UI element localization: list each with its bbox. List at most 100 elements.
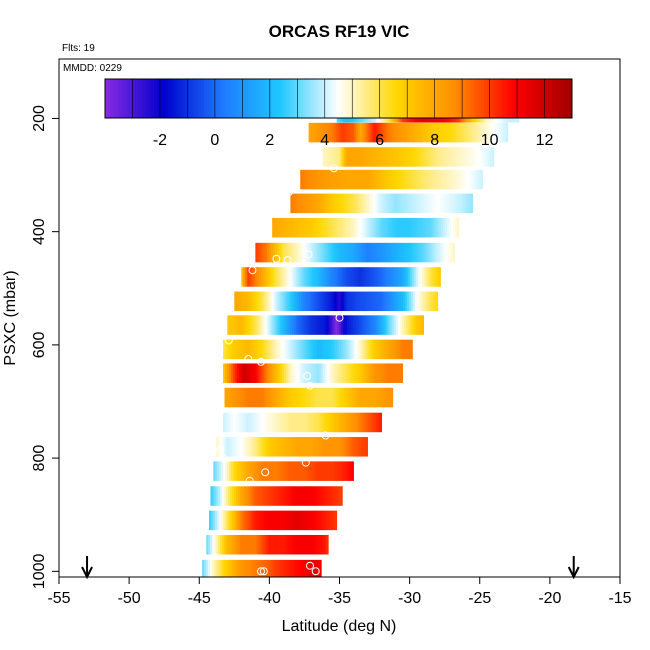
- heatmap-cell: [453, 193, 456, 214]
- heatmap-cell: [380, 315, 383, 335]
- heatmap-cell: [264, 510, 267, 531]
- heatmap-cell: [388, 267, 391, 287]
- colorbar-segment: [118, 79, 122, 118]
- heatmap-cell: [410, 193, 413, 214]
- heatmap-cell: [261, 387, 265, 408]
- colorbar-segment: [173, 79, 177, 118]
- heatmap-cell: [284, 315, 287, 335]
- heatmap-cell: [394, 169, 397, 190]
- heatmap-cell: [302, 193, 305, 214]
- heatmap-cell: [338, 339, 342, 360]
- heatmap-cell: [388, 363, 391, 383]
- heatmap-cell: [400, 169, 403, 190]
- heatmap-cell: [326, 510, 330, 531]
- heatmap-cell: [427, 217, 430, 238]
- heatmap-cell: [332, 122, 335, 143]
- heatmap-cell: [290, 437, 294, 457]
- heatmap-cell: [242, 363, 246, 383]
- heatmap-cell: [370, 267, 374, 287]
- heatmap-cell: [336, 291, 339, 312]
- heatmap-cell: [289, 510, 292, 531]
- heatmap-cell: [274, 559, 278, 577]
- heatmap-band: [209, 510, 338, 531]
- heatmap-cell: [229, 559, 232, 577]
- heatmap-cell: [223, 461, 226, 481]
- heatmap-cell: [277, 387, 280, 408]
- heatmap-cell: [248, 363, 251, 383]
- heatmap-cell: [236, 387, 239, 408]
- heatmap-cell: [342, 461, 346, 481]
- heatmap-cell: [344, 461, 348, 481]
- heatmap-cell: [317, 363, 320, 383]
- heatmap-cell: [365, 291, 369, 312]
- colorbar-segment: [115, 79, 120, 118]
- heatmap-cell: [394, 315, 397, 335]
- heatmap-cell: [290, 267, 293, 287]
- heatmap-cell: [216, 534, 219, 555]
- colorbar-segment: [563, 79, 567, 118]
- heatmap-cell: [314, 534, 317, 555]
- heatmap-cell: [344, 412, 348, 433]
- heatmap-cell: [274, 363, 277, 383]
- heatmap-cell: [359, 291, 363, 312]
- heatmap-cell: [427, 193, 431, 214]
- colorbar-segment: [327, 79, 331, 118]
- heatmap-cell: [284, 437, 288, 457]
- heatmap-cell: [419, 315, 423, 335]
- heatmap-cell: [232, 363, 236, 383]
- heatmap-cell: [230, 510, 234, 531]
- heatmap-cell: [312, 387, 316, 408]
- heatmap-cell: [467, 122, 471, 143]
- heatmap-cell: [225, 461, 228, 481]
- heatmap-cell: [407, 217, 411, 238]
- colorbar-segment: [165, 79, 169, 118]
- heatmap-cell: [495, 122, 498, 143]
- heatmap-cell: [276, 559, 280, 577]
- heatmap-cell: [390, 315, 393, 335]
- heatmap-cell: [374, 267, 378, 287]
- heatmap-cell: [227, 339, 230, 360]
- heatmap-cell: [336, 387, 339, 408]
- heatmap-cell: [331, 193, 335, 214]
- heatmap-cell: [234, 363, 238, 383]
- heatmap-cell: [264, 363, 267, 383]
- heatmap-cell: [331, 267, 335, 287]
- heatmap-cell: [412, 267, 415, 287]
- heatmap-cell: [260, 267, 264, 287]
- heatmap-cell: [250, 291, 253, 312]
- heatmap-cell: [298, 486, 302, 506]
- heatmap-cell: [306, 193, 309, 214]
- heatmap-cell: [227, 412, 230, 433]
- heatmap-cell: [264, 315, 267, 335]
- heatmap-cell: [365, 169, 368, 190]
- heatmap-cell: [334, 510, 338, 531]
- heatmap-cell: [347, 315, 350, 335]
- heatmap-cell: [439, 267, 441, 287]
- heatmap-cell: [386, 193, 389, 214]
- data-marker: [248, 266, 257, 275]
- heatmap-cell: [336, 217, 340, 238]
- heatmap-cell: [485, 122, 488, 143]
- heatmap-cell: [347, 267, 350, 287]
- heatmap-cell: [445, 169, 448, 190]
- heatmap-cell: [393, 122, 396, 143]
- heatmap-cell: [407, 291, 410, 312]
- heatmap-cell: [370, 315, 373, 335]
- heatmap-cell: [342, 291, 345, 312]
- colorbar-segment: [508, 79, 512, 118]
- colorbar-segment: [195, 79, 199, 118]
- colorbar-segment: [256, 79, 260, 118]
- heatmap-cell: [280, 217, 283, 238]
- colorbar-segment: [126, 79, 131, 118]
- heatmap-cell: [369, 291, 373, 312]
- heatmap-cell: [329, 315, 332, 335]
- heatmap-cell: [374, 217, 377, 238]
- heatmap-cell: [276, 315, 279, 335]
- heatmap-cell: [323, 169, 327, 190]
- heatmap-cell: [231, 437, 235, 457]
- heatmap-cell: [420, 291, 424, 312]
- heatmap-cell: [266, 412, 269, 433]
- x-tick-label: -20: [538, 590, 561, 607]
- heatmap-cell: [388, 315, 391, 335]
- heatmap-cell: [291, 339, 295, 360]
